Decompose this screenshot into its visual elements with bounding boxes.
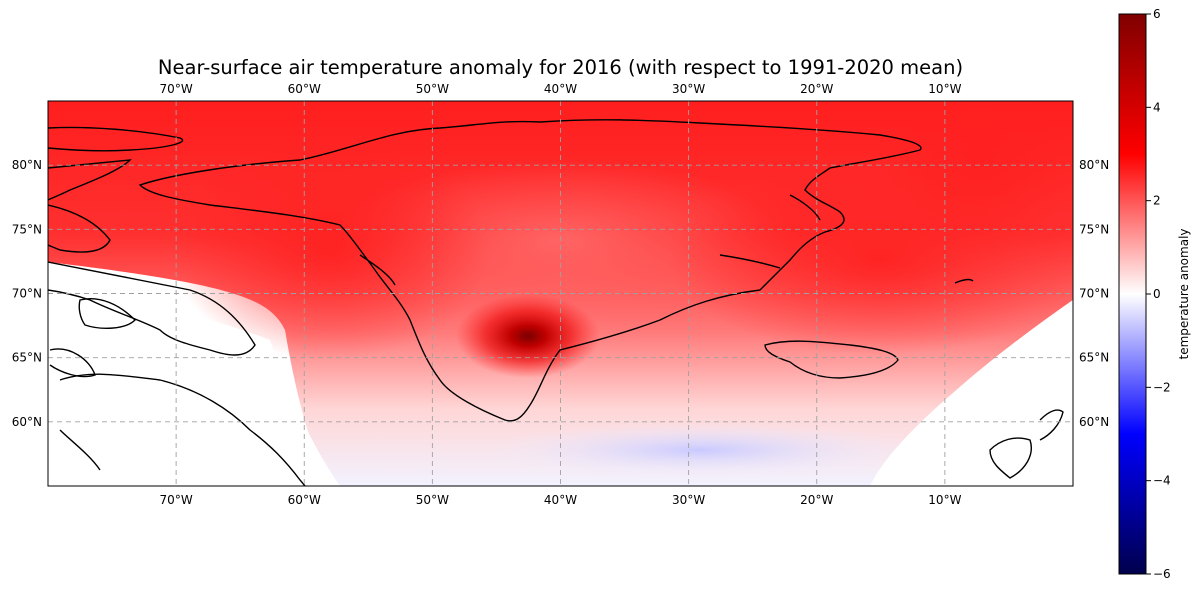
colorbar-tick-label: −4 xyxy=(1153,474,1171,488)
scandinavia-coastline xyxy=(989,409,1064,479)
lon-tick-label: 70°W xyxy=(160,82,193,96)
anomaly-maximum xyxy=(456,294,600,378)
greenland-coastline xyxy=(138,119,922,422)
lon-tick-label: 40°W xyxy=(544,82,577,96)
axes-frame xyxy=(47,100,1074,487)
lat-tick-label: 75°N xyxy=(12,222,42,236)
colorbar-tick-label: 4 xyxy=(1153,100,1161,114)
coastlines xyxy=(48,119,1064,486)
lon-labels-top: 70°W 60°W 50°W 40°W 30°W 20°W 10°W xyxy=(160,82,962,96)
iceland-coastline xyxy=(764,340,899,379)
lat-tick-label: 65°N xyxy=(12,351,42,365)
gridlines xyxy=(48,101,1073,486)
labrador-coastline xyxy=(59,373,306,486)
lon-tick-label: 40°W xyxy=(544,493,577,507)
lat-tick-label: 65°N xyxy=(1079,351,1109,365)
colorbar-ticks: 6 4 2 0 −2 −4 −6 xyxy=(1146,7,1171,581)
colorbar-label: temperature anomaly xyxy=(1177,228,1191,359)
lat-tick-label: 60°N xyxy=(1079,415,1109,429)
lat-tick-label: 60°N xyxy=(12,415,42,429)
colorbar-tick-label: 2 xyxy=(1153,194,1161,208)
lon-tick-label: 20°W xyxy=(800,493,833,507)
svalbard-coastline xyxy=(954,278,974,284)
colorbar-gradient xyxy=(1118,13,1147,575)
lat-tick-label: 70°N xyxy=(12,287,42,301)
lon-tick-label: 70°W xyxy=(160,493,193,507)
lon-tick-label: 20°W xyxy=(800,82,833,96)
lat-tick-label: 75°N xyxy=(1079,222,1109,236)
colorbar-tick-label: 6 xyxy=(1153,7,1161,21)
lat-tick-label: 80°N xyxy=(1079,158,1109,172)
lon-tick-label: 60°W xyxy=(288,493,321,507)
lon-tick-label: 10°W xyxy=(928,82,961,96)
lon-tick-label: 50°W xyxy=(416,82,449,96)
colorbar-tick-label: −6 xyxy=(1153,567,1171,581)
lon-tick-label: 30°W xyxy=(672,493,705,507)
colorbar-tick-label: −2 xyxy=(1153,380,1171,394)
lat-tick-label: 70°N xyxy=(1079,287,1109,301)
baffin-coastline xyxy=(48,261,256,356)
lat-labels-left: 80°N 75°N 70°N 65°N 60°N xyxy=(12,158,42,429)
lat-labels-right: 80°N 75°N 70°N 65°N 60°N xyxy=(1079,158,1109,429)
lat-tick-label: 80°N xyxy=(12,158,42,172)
colorbar-tick-label: 0 xyxy=(1153,287,1161,301)
lon-tick-label: 60°W xyxy=(288,82,321,96)
lon-tick-label: 10°W xyxy=(928,493,961,507)
ellesmere-coastline xyxy=(48,126,184,152)
chart-title: Near-surface air temperature anomaly for… xyxy=(157,56,964,79)
lon-tick-label: 50°W xyxy=(416,493,449,507)
lon-labels-bottom: 70°W 60°W 50°W 40°W 30°W 20°W 10°W xyxy=(160,493,962,507)
lon-tick-label: 30°W xyxy=(672,82,705,96)
